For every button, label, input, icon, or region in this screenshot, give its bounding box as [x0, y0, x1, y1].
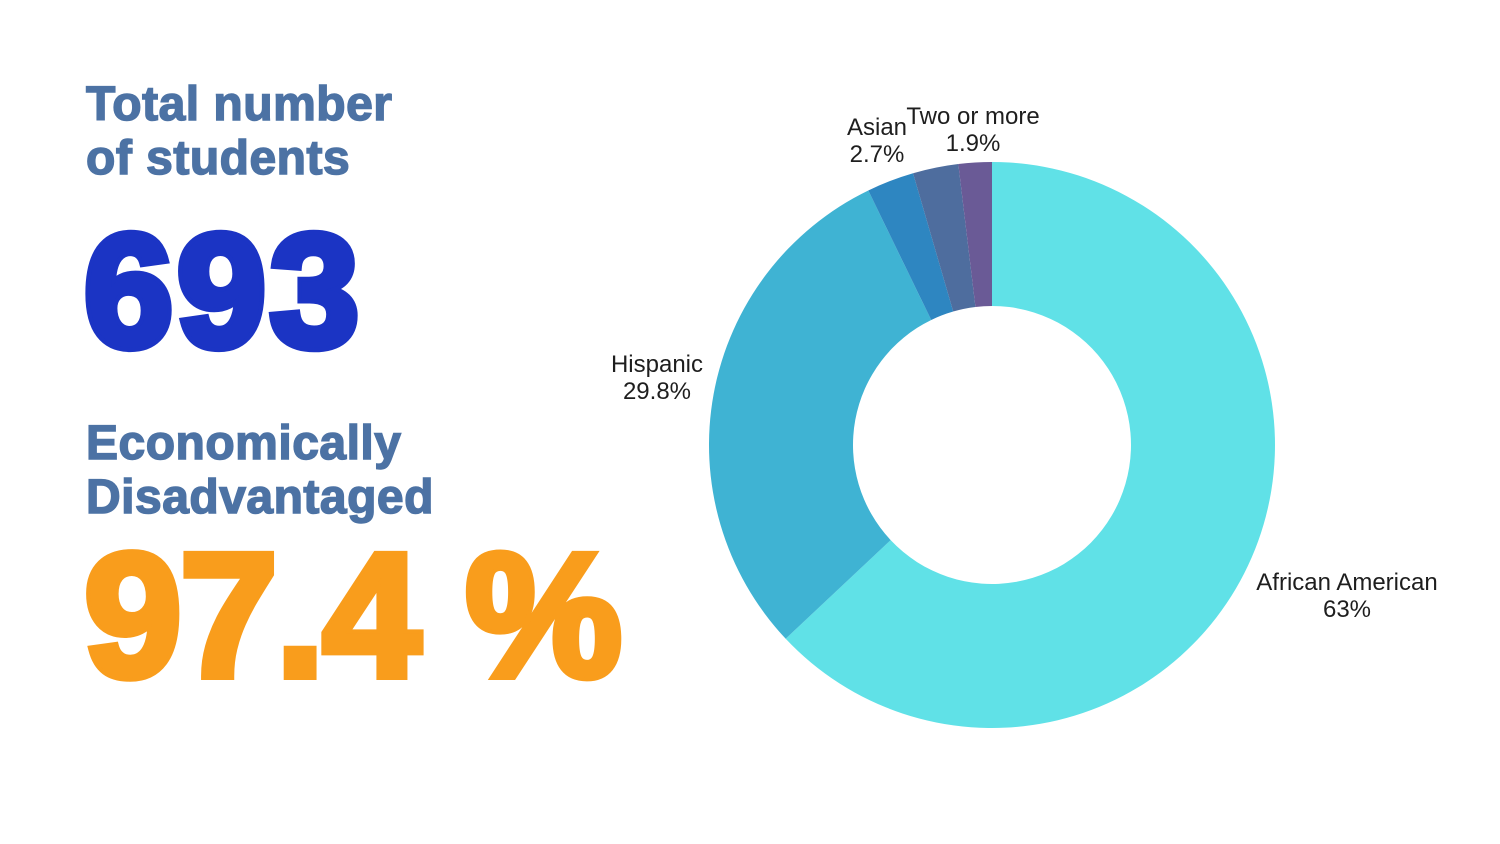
donut-segment-asian — [868, 173, 954, 320]
donut-segment-african-american — [785, 162, 1275, 728]
slice-label-two-or-more-value: 1.9% — [945, 130, 1001, 157]
slice-label-african-american-value: 63% — [1322, 596, 1372, 623]
slice-label-hispanic-value: 29.8% — [622, 378, 692, 405]
slice-label-african-american: African American 63% — [1256, 569, 1437, 623]
economically-disadvantaged-heading-line1: Economically — [85, 416, 402, 471]
slice-label-asian-name: Asian — [846, 114, 908, 141]
slice-label-african-american-name: African American — [1256, 569, 1438, 596]
slice-label-hispanic-name: Hispanic — [610, 351, 704, 378]
donut-segment-hispanic — [708, 190, 932, 639]
economically-disadvantaged-heading: Economically Disadvantaged — [85, 416, 434, 525]
total-students-heading: Total number of students — [85, 77, 393, 186]
total-students-heading-line2: of students — [85, 131, 351, 186]
total-students-heading-line1: Total number — [85, 77, 393, 132]
donut-segment-two-or-more — [958, 162, 992, 307]
donut-segment-unlabeled — [913, 164, 976, 312]
total-students-value: 693 — [80, 201, 364, 380]
slice-label-asian: Asian 2.7% — [847, 114, 907, 168]
economically-disadvantaged-heading-line2: Disadvantaged — [85, 470, 434, 525]
slice-label-hispanic: Hispanic 29.8% — [611, 351, 703, 405]
slice-label-asian-value: 2.7% — [849, 141, 905, 168]
slice-label-two-or-more-name: Two or more — [906, 103, 1040, 130]
slice-label-two-or-more: Two or more 1.9% — [906, 103, 1039, 157]
economically-disadvantaged-value: 97.4 % — [80, 518, 626, 714]
